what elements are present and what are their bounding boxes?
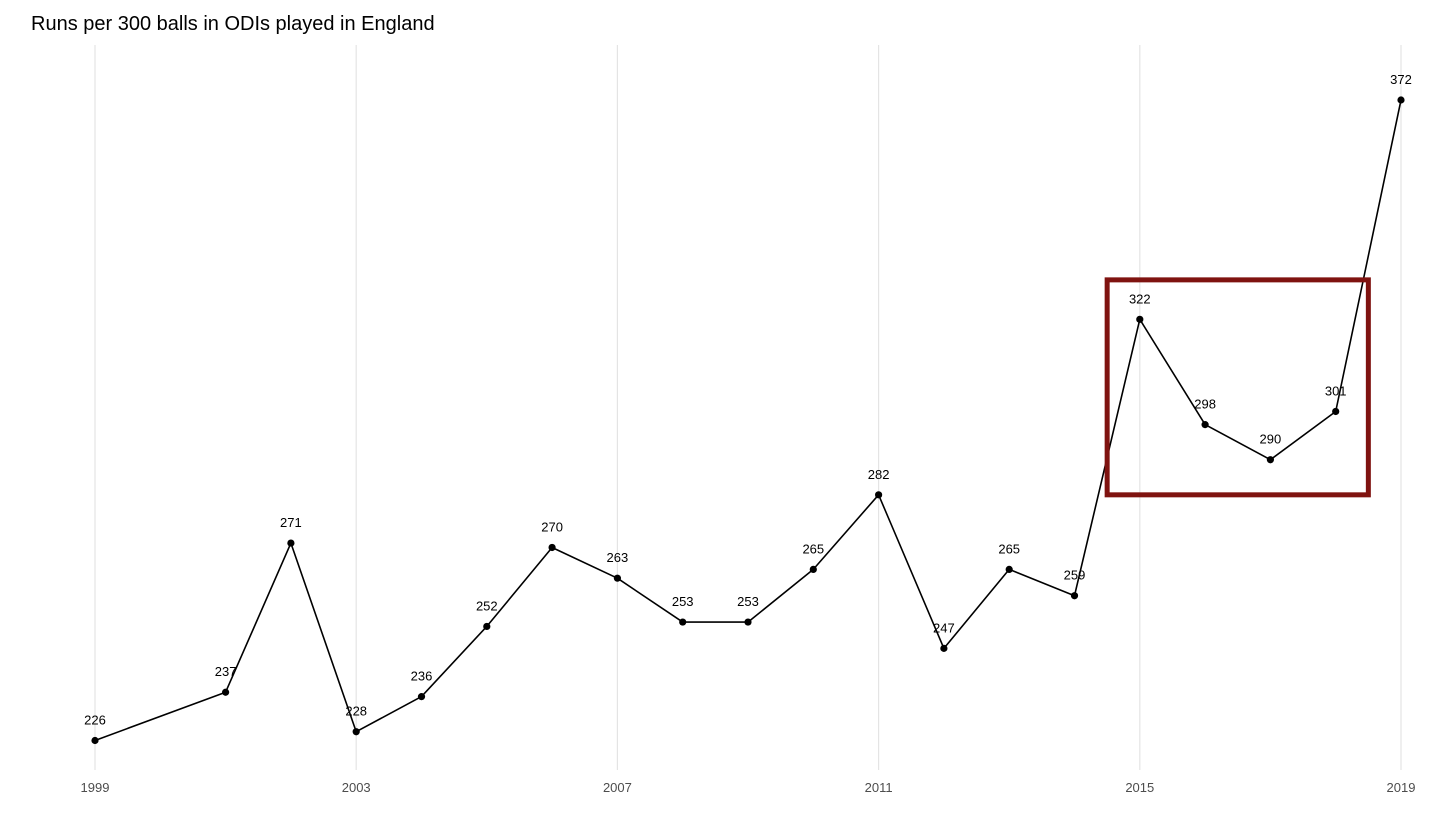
x-tick-label-1999: 1999: [81, 780, 110, 795]
data-point-2003: [352, 728, 360, 736]
gridlines: [94, 45, 1402, 770]
data-label-2011: 282: [868, 467, 890, 482]
x-tick-label-2003: 2003: [342, 780, 371, 795]
data-points: [91, 96, 1405, 745]
x-tick-label-2007: 2007: [603, 780, 632, 795]
data-point-2014: [1070, 592, 1079, 600]
data-label-1999: 226: [84, 713, 106, 728]
data-label-2019: 372: [1390, 72, 1412, 87]
data-label-2001: 237: [215, 664, 237, 679]
data-label-2015: 322: [1129, 291, 1151, 306]
data-label-2009: 253: [737, 594, 759, 609]
chart-title: Runs per 300 balls in ODIs played in Eng…: [31, 13, 435, 35]
data-label-2008: 253: [672, 594, 694, 609]
data-label-2003: 228: [345, 704, 367, 719]
data-labels: 226 237 271 228 236 252 270 263 253 253 265 282 247 2…: [84, 72, 1412, 728]
data-label-2014: 259: [1064, 568, 1086, 583]
data-point-2007: [613, 574, 622, 582]
data-point-2004: [417, 693, 426, 701]
data-point-2010: [809, 565, 817, 574]
data-point-2019: [1397, 96, 1405, 104]
data-label-2004: 236: [411, 669, 433, 684]
data-point-1999: [91, 736, 99, 745]
data-label-2012: 247: [933, 620, 955, 635]
data-label-2017: 290: [1260, 432, 1282, 447]
data-label-2013: 265: [998, 541, 1020, 556]
highlight-box-group: [1104, 277, 1371, 498]
data-point-2018: [1332, 407, 1340, 416]
data-label-2002: 271: [280, 515, 302, 530]
data-label-2006: 270: [541, 519, 563, 534]
data-label-2018: 301: [1325, 383, 1347, 398]
data-point-2009: [744, 618, 752, 626]
data-point-2008: [679, 618, 687, 626]
x-axis-ticks: 1999 2003 2007 2011 2015 2019: [81, 780, 1416, 795]
data-point-2017: [1266, 456, 1274, 464]
data-point-2002: [287, 539, 295, 547]
x-tick-label-2015: 2015: [1125, 780, 1154, 795]
series-line-group: [94, 99, 1402, 742]
x-tick-label-2019: 2019: [1387, 780, 1416, 795]
series-line: [94, 99, 1402, 742]
data-point-2001: [222, 688, 230, 696]
data-label-2016: 298: [1194, 397, 1216, 412]
data-point-2011: [875, 491, 883, 499]
data-point-2006: [548, 543, 556, 552]
data-point-2005: [483, 622, 491, 631]
highlight-box: [1104, 277, 1371, 498]
x-tick-label-2011: 2011: [865, 780, 893, 795]
data-point-2013: [1005, 565, 1013, 574]
data-label-2010: 265: [802, 541, 824, 556]
data-point-2016: [1201, 421, 1209, 429]
data-point-2012: [940, 644, 948, 652]
data-point-2015: [1136, 315, 1144, 323]
data-label-2007: 263: [607, 550, 629, 565]
data-label-2005: 252: [476, 598, 498, 613]
